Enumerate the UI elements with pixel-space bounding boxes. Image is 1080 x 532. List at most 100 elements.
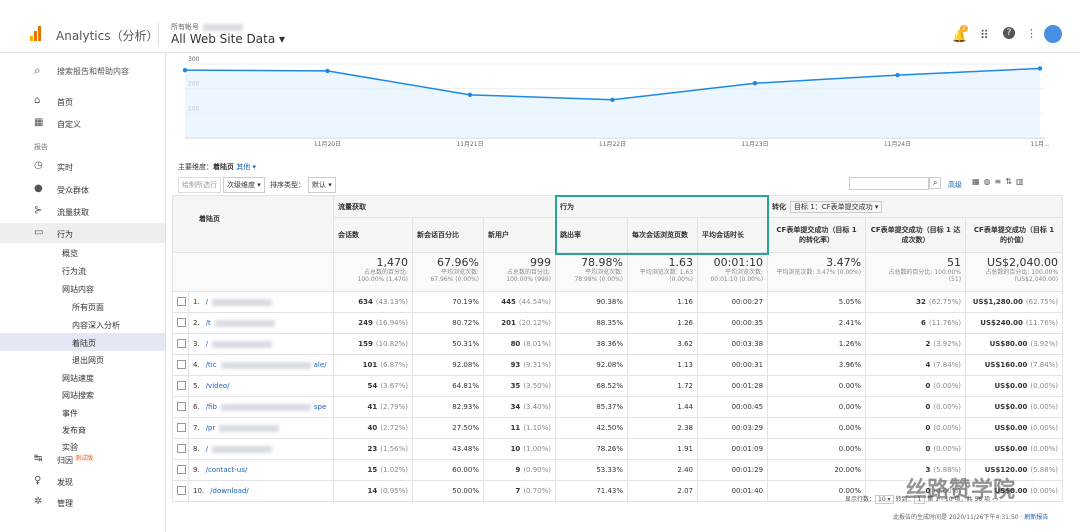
column-header[interactable]: CF表单提交成功（目标 1 达成次数） — [865, 217, 967, 253]
rows-select[interactable]: 10 ▾ — [875, 495, 894, 504]
nav-item[interactable]: 网站搜索 — [62, 391, 94, 400]
nav-item[interactable]: 行为 — [57, 230, 73, 239]
value: 20.00% — [834, 466, 862, 474]
nav-item[interactable]: 受众群体 — [57, 186, 89, 195]
checkbox[interactable] — [177, 443, 186, 453]
percent: (0.00%) — [1030, 445, 1059, 453]
checkbox[interactable] — [177, 485, 186, 495]
help-icon[interactable]: ? — [1003, 27, 1015, 39]
checkbox[interactable] — [177, 380, 186, 390]
table-search[interactable] — [849, 177, 929, 190]
value: 1.26 — [677, 319, 694, 327]
percent: (8.01%) — [523, 340, 552, 348]
data-cell: 1.91 — [627, 438, 699, 460]
column-header[interactable]: CF表单提交成功（目标 1 的价值） — [965, 217, 1064, 253]
avatar[interactable] — [1044, 25, 1062, 43]
data-cell: 64.81% — [412, 375, 484, 397]
notifications[interactable]: 🔔 2 — [952, 25, 968, 43]
property-selector[interactable]: All Web Site Data ▾ — [171, 32, 286, 46]
nav-item[interactable]: 退出网页 — [72, 356, 104, 365]
search-button[interactable]: ⌕ — [929, 177, 942, 189]
value: 0 — [925, 424, 931, 432]
page-path[interactable]: /video/ — [205, 382, 230, 390]
nav-item[interactable]: 实验 — [62, 443, 78, 452]
checkbox-cell — [172, 459, 189, 481]
nav-item[interactable]: 所有页面 — [72, 303, 104, 312]
nav-item[interactable]: 网站速度 — [62, 374, 94, 383]
page-path[interactable]: /download/ — [210, 487, 249, 495]
column-header[interactable]: 每次会话浏览页数 — [627, 217, 699, 253]
page-path[interactable]: /pr — [205, 424, 216, 432]
data-cell: 27.50% — [412, 417, 484, 439]
page-path[interactable]: /contact-us/ — [205, 466, 248, 474]
page-path[interactable]: /fib — [205, 403, 217, 411]
column-header[interactable]: 跳出率 — [555, 217, 629, 253]
column-header[interactable]: CF表单提交成功（目标 1 的转化率） — [767, 217, 867, 253]
checkbox[interactable] — [177, 317, 186, 327]
percent: (44.54%) — [518, 298, 552, 306]
nav-item[interactable]: 发现 — [57, 478, 73, 487]
column-header[interactable]: 新会话百分比 — [412, 217, 484, 253]
nav-item[interactable]: 概览 — [62, 249, 78, 258]
nav-item[interactable]: 网站内容 — [62, 285, 94, 294]
page-path[interactable]: / — [205, 340, 209, 348]
refresh-link[interactable]: 刷新报告 — [1024, 514, 1049, 521]
nav-item[interactable]: 事件 — [62, 409, 78, 418]
redacted — [214, 319, 275, 327]
data-row: 2./t 249 (16.94%) 80.72% 201 (20.12%) 88.35% 1.… — [172, 312, 1064, 334]
data-cell: 1.26% — [767, 333, 867, 355]
page-path[interactable]: / — [205, 445, 209, 453]
checkbox[interactable] — [177, 401, 186, 411]
data-cell: 0.00% — [767, 417, 867, 439]
apps-icon[interactable]: ⠿ — [980, 28, 989, 42]
x-tick-label: 11月21日 — [456, 141, 483, 148]
goto-input[interactable]: 1 — [913, 495, 926, 504]
nav-item[interactable]: 自定义 — [57, 120, 81, 129]
data-cell: US$0.00 (0.00%) — [965, 438, 1064, 460]
page-path[interactable]: /tic — [205, 361, 217, 369]
data-cell: 88.35% — [555, 312, 629, 334]
nav-item[interactable]: 行为流 — [62, 267, 86, 276]
other-dimension[interactable]: 其他 ▾ — [236, 163, 256, 171]
page-path[interactable]: / — [205, 298, 209, 306]
nav-item[interactable]: 管理 — [57, 499, 73, 508]
checkbox[interactable] — [177, 422, 186, 432]
data-cell: 43.48% — [412, 438, 484, 460]
nav-item[interactable]: 着陆页 — [72, 339, 96, 348]
value: 64.81% — [452, 382, 479, 390]
search-box[interactable]: 搜索报告和帮助内容 — [57, 67, 129, 76]
nav-item[interactable]: 发布商 — [62, 426, 86, 435]
value: 23 — [367, 445, 378, 453]
pagination: 显示行数： 10 ▾ 转到： 1 第 1 - 10 项，共 56 项 ‹ › — [845, 495, 999, 504]
value: 2.07 — [677, 487, 694, 495]
value: US$0.00 — [994, 487, 1028, 495]
page-path[interactable]: /t — [205, 319, 211, 327]
advanced-link[interactable]: 高级 — [948, 181, 962, 189]
column-header[interactable]: 新用户 — [482, 217, 557, 253]
checkbox[interactable] — [177, 359, 186, 369]
nav-item[interactable]: 首页 — [57, 98, 73, 107]
nav-item[interactable]: 流量获取 — [57, 208, 89, 217]
data-row: 6./fib spe 41 (2.79%) 82.93% 34 (3.40%) 85.37% 1… — [172, 396, 1064, 418]
goal-select[interactable]: 目标 1：CF表单提交成功 ▾ — [790, 200, 883, 213]
nav-item[interactable]: 归因 — [57, 456, 73, 465]
data-row: 1./634 (43.13%) 70.19% 445 (44.54%) 90.38% 1.1… — [172, 291, 1064, 313]
sort-select[interactable]: 默认 ▾ — [308, 177, 336, 193]
secondary-dimension[interactable]: 次级维度 ▾ — [223, 177, 265, 193]
view-icons[interactable]: ▦◍≡⇅▥ — [972, 177, 1028, 186]
plot-rows-button[interactable]: 绘制所选行 — [178, 177, 221, 193]
nav-item[interactable]: 内容深入分析 — [72, 321, 120, 330]
more-icon[interactable]: ⋮ — [1026, 27, 1037, 40]
nav-item[interactable]: 实时 — [57, 163, 73, 172]
total-value: 67.96% — [437, 256, 479, 269]
group-header: 流量获取 — [332, 195, 557, 218]
checkbox[interactable] — [177, 464, 186, 474]
data-cell: 00:03:29 — [697, 417, 769, 439]
checkbox[interactable] — [177, 296, 186, 306]
value: 249 — [358, 319, 373, 327]
checkbox[interactable] — [177, 338, 186, 348]
total-value: 1,470 — [376, 256, 409, 269]
data-cell: 1.16 — [627, 291, 699, 313]
column-header[interactable]: 会话数 — [333, 217, 413, 253]
page-path-cont: ale/ — [313, 361, 327, 369]
